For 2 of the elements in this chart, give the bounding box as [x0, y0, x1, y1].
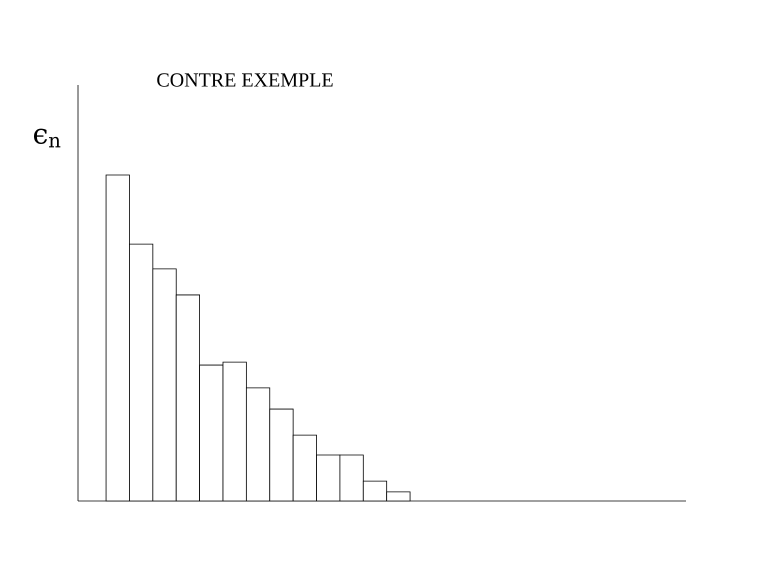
chart-title: CONTRE EXEMPLE — [157, 73, 333, 87]
y-axis-title: ϵ$_{n}$ — [34, 128, 60, 148]
